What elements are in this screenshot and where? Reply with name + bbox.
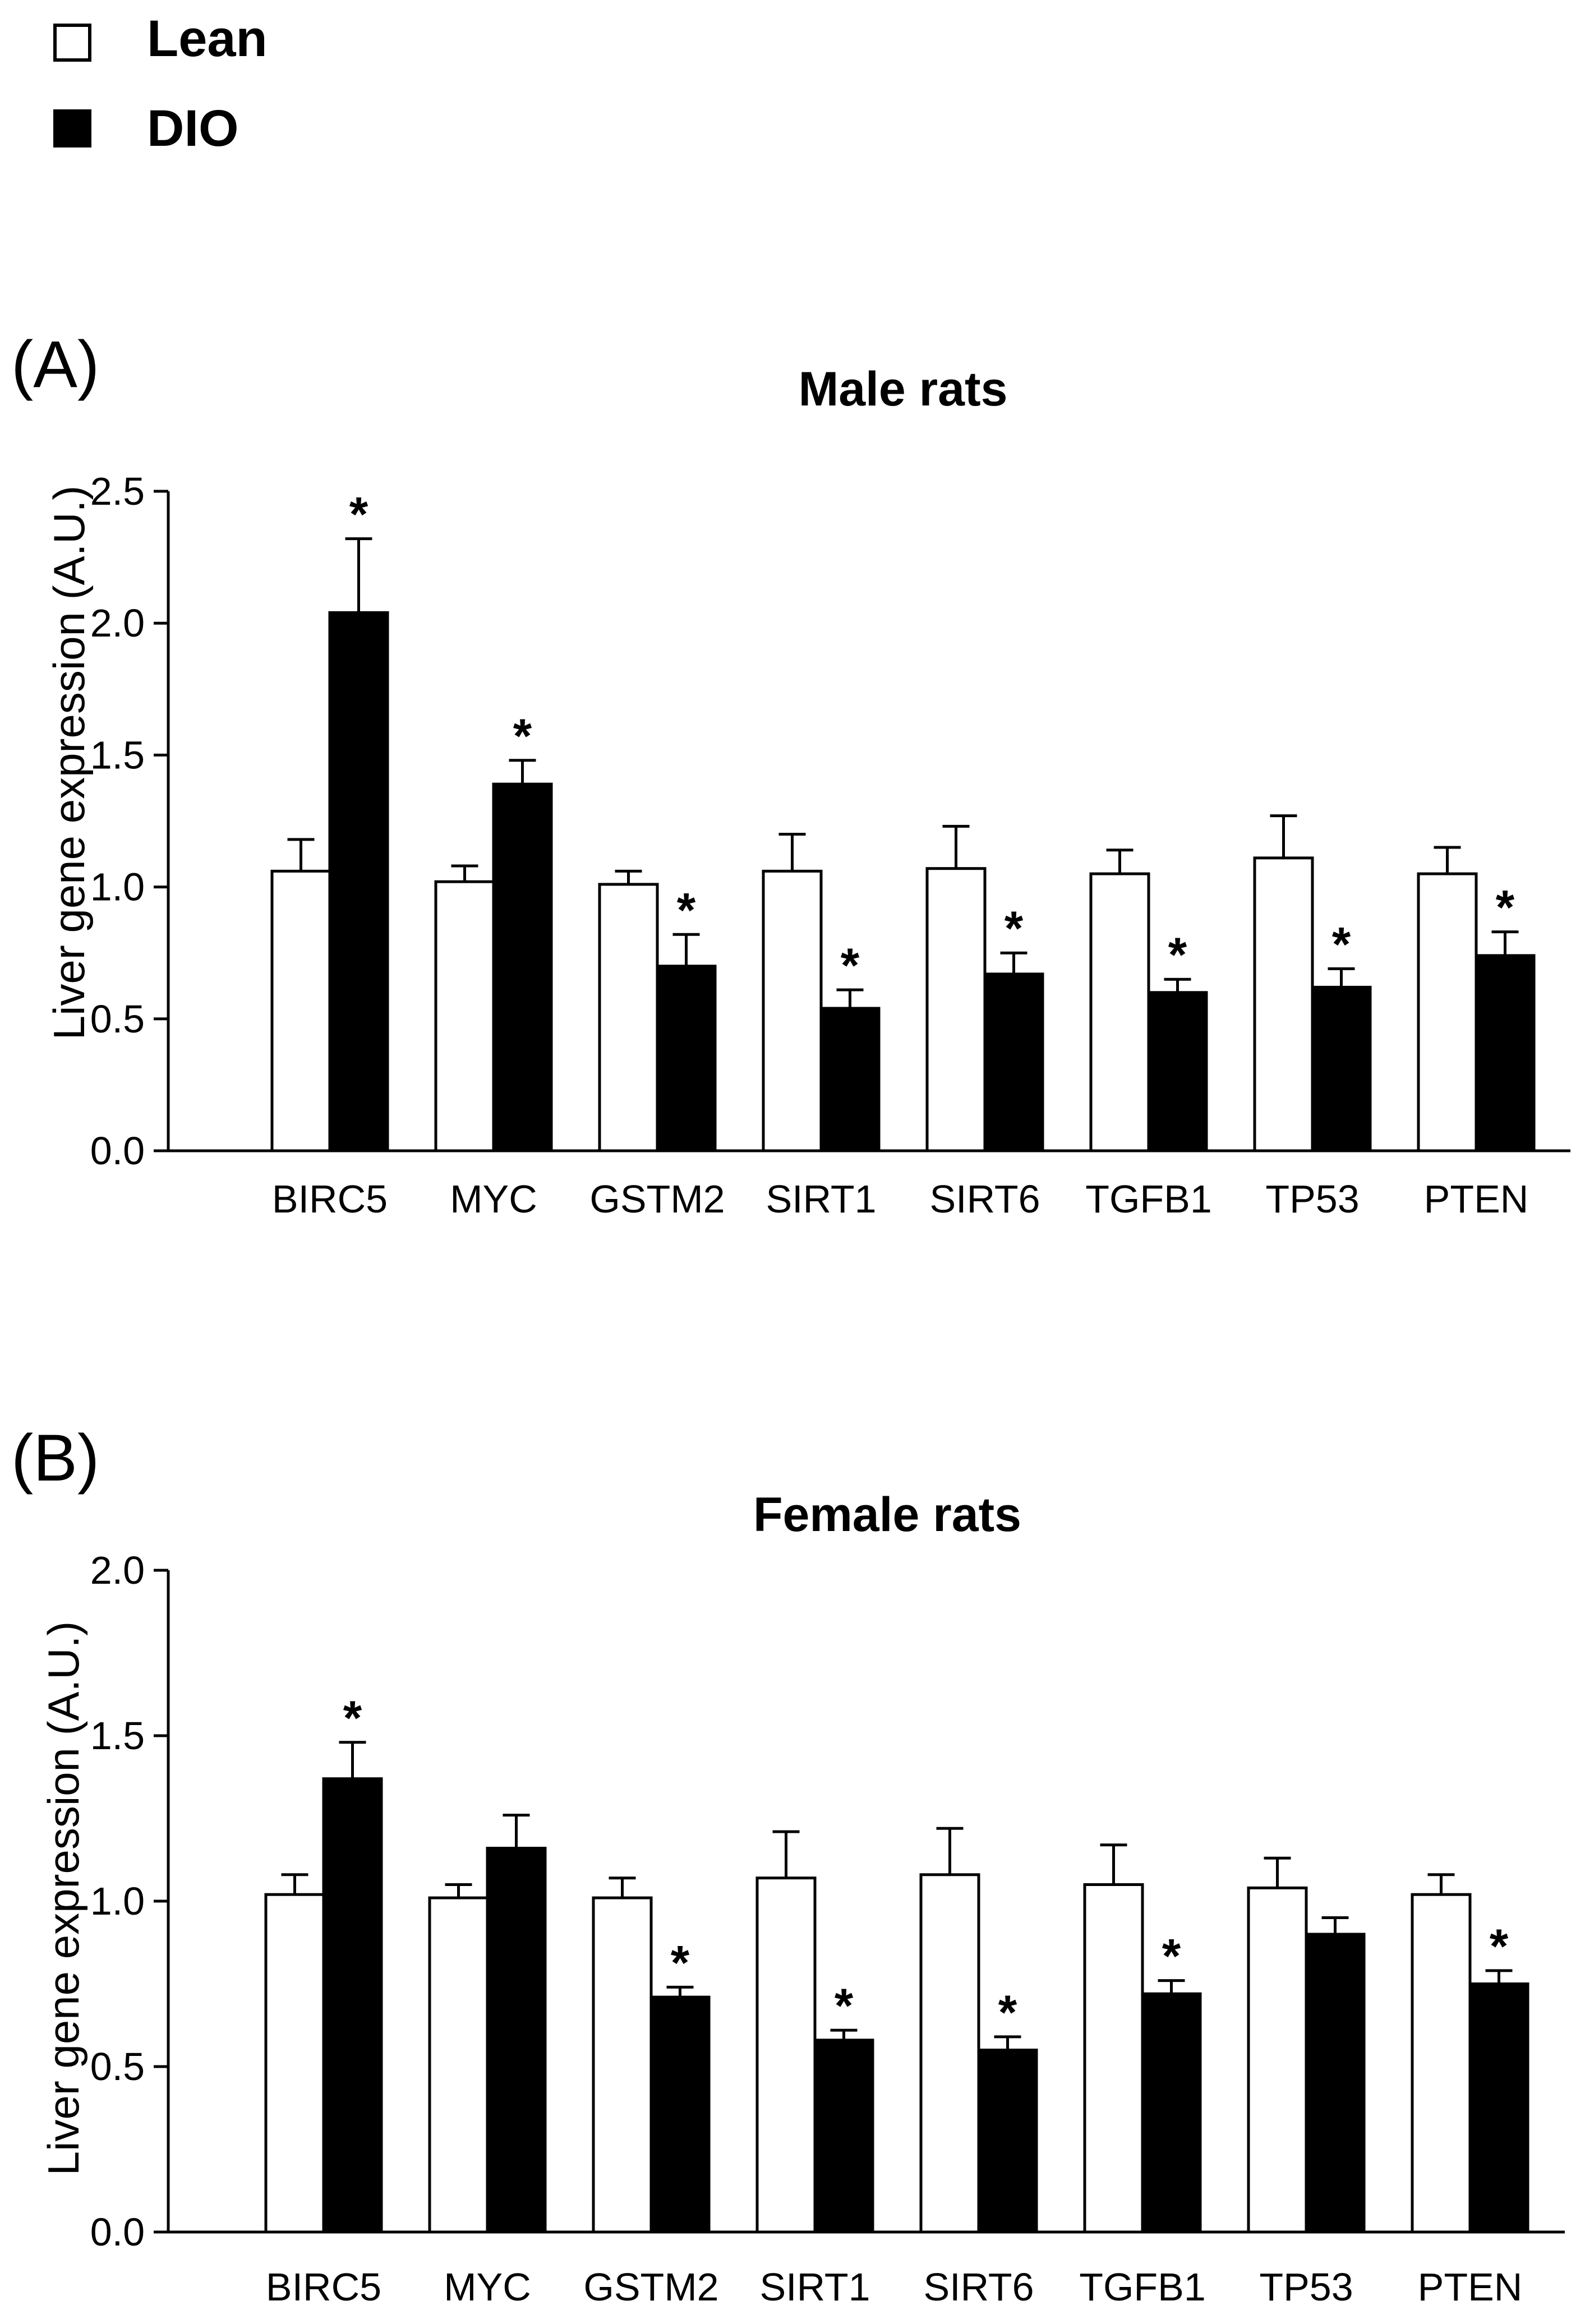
legend-label-dio: DIO <box>147 100 239 157</box>
bar-dio-myc <box>486 1847 547 2234</box>
bar-lean-sirt1 <box>762 869 823 1152</box>
significance-marker-pten: * <box>1496 881 1515 935</box>
y-axis-title-b: Liver gene expression (A.U.) <box>39 1621 88 2175</box>
y-tick-label: 0.5 <box>90 997 145 1041</box>
x-category-label: BIRC5 <box>272 1177 388 1221</box>
bar-dio-gstm2 <box>656 965 717 1152</box>
panel-label-a: (A) <box>11 328 99 402</box>
x-category-label: MYC <box>450 1177 537 1221</box>
bar-lean-birc5 <box>264 1893 325 2234</box>
bar-dio-sirt1 <box>813 2039 874 2234</box>
bar-dio-tp53 <box>1311 985 1372 1152</box>
significance-marker-sirt1: * <box>835 1979 854 2033</box>
bar-dio-sirt6 <box>977 2049 1038 2234</box>
panel-label-b: (B) <box>11 1421 99 1495</box>
significance-marker-tp53: * <box>1332 917 1351 971</box>
significance-marker-gstm2: * <box>677 883 696 937</box>
bar-lean-tp53 <box>1253 856 1314 1152</box>
chart-male-rats: 0.0 0.5 1.0 1.5 2.0 2.5 * BIRC5 * MYC * GSTM2 * SIRT1… <box>90 469 1570 1221</box>
significance-marker-birc5: * <box>349 488 368 542</box>
chart-title-a: Male rats <box>799 362 1008 416</box>
bar-lean-sirt6 <box>919 1873 980 2234</box>
chart-title-b: Female rats <box>753 1488 1021 1542</box>
significance-marker-pten: * <box>1490 1920 1509 1973</box>
significance-marker-sirt1: * <box>841 939 860 993</box>
bar-dio-sirt6 <box>983 972 1044 1152</box>
bar-dio-pten <box>1475 954 1536 1152</box>
x-category-label: TGFB1 <box>1085 1177 1212 1221</box>
y-tick-label: 2.0 <box>90 601 145 645</box>
legend-label-lean: Lean <box>147 10 268 67</box>
significance-marker-sirt6: * <box>998 1986 1017 2040</box>
bar-lean-pten <box>1417 872 1478 1152</box>
x-category-label: SIRT1 <box>759 2265 870 2309</box>
x-category-label: SIRT1 <box>766 1177 876 1221</box>
x-category-label: TP53 <box>1259 2265 1353 2309</box>
bar-lean-tp53 <box>1247 1886 1308 2234</box>
bar-dio-tgfb1 <box>1147 991 1208 1152</box>
x-category-label: PTEN <box>1424 1177 1529 1221</box>
significance-marker-birc5: * <box>343 1691 362 1745</box>
bar-lean-sirt1 <box>755 1876 817 2234</box>
bar-dio-pten <box>1468 1982 1529 2234</box>
y-tick-label: 2.0 <box>90 1548 145 1592</box>
x-category-label: PTEN <box>1418 2265 1523 2309</box>
bar-dio-tgfb1 <box>1141 1992 1202 2234</box>
y-tick-label: 0.0 <box>90 1129 145 1173</box>
significance-marker-tgfb1: * <box>1168 928 1187 982</box>
x-category-label: BIRC5 <box>266 2265 381 2309</box>
x-category-label: SIRT6 <box>923 2265 1034 2309</box>
bar-lean-gstm2 <box>592 1896 653 2234</box>
x-category-label: TP53 <box>1265 1177 1359 1221</box>
y-tick-label: 1.5 <box>90 1714 145 1758</box>
x-category-label: GSTM2 <box>583 2265 718 2309</box>
bar-lean-sirt6 <box>925 867 987 1152</box>
y-axis-title-a: Liver gene expression (A.U.) <box>44 486 94 1040</box>
bar-lean-tgfb1 <box>1083 1883 1144 2234</box>
legend: Lean DIO <box>53 10 268 157</box>
x-category-label: TGFB1 <box>1079 2265 1206 2309</box>
y-tick-label: 2.5 <box>90 469 145 513</box>
bar-lean-myc <box>434 880 495 1152</box>
significance-marker-tgfb1: * <box>1162 1930 1181 1984</box>
bar-dio-myc <box>492 782 553 1152</box>
bar-dio-sirt1 <box>819 1007 881 1152</box>
legend-swatch-dio <box>53 109 91 147</box>
legend-swatch-lean <box>53 24 91 62</box>
bar-lean-pten <box>1411 1893 1472 2234</box>
bar-lean-birc5 <box>270 869 331 1152</box>
bar-dio-birc5 <box>328 611 389 1152</box>
significance-marker-gstm2: * <box>671 1936 690 1990</box>
y-tick-label: 0.5 <box>90 2045 145 2088</box>
x-category-label: MYC <box>444 2265 531 2309</box>
bar-dio-birc5 <box>322 1777 383 2234</box>
bar-lean-myc <box>428 1896 489 2234</box>
chart-female-rats: 0.0 0.5 1.0 1.5 2.0 * BIRC5 MYC * GSTM2 * SIRT1 * SIR… <box>90 1548 1565 2309</box>
bar-dio-tp53 <box>1305 1933 1366 2234</box>
y-tick-label: 1.0 <box>90 865 145 909</box>
significance-marker-sirt6: * <box>1005 902 1024 956</box>
x-category-label: GSTM2 <box>589 1177 725 1221</box>
x-category-label: SIRT6 <box>929 1177 1040 1221</box>
bar-lean-tgfb1 <box>1089 872 1150 1152</box>
y-tick-label: 0.0 <box>90 2210 145 2254</box>
significance-marker-myc: * <box>513 709 532 763</box>
y-tick-label: 1.5 <box>90 733 145 777</box>
bar-dio-gstm2 <box>649 1995 711 2234</box>
bar-lean-gstm2 <box>598 883 659 1152</box>
y-tick-label: 1.0 <box>90 1879 145 1923</box>
